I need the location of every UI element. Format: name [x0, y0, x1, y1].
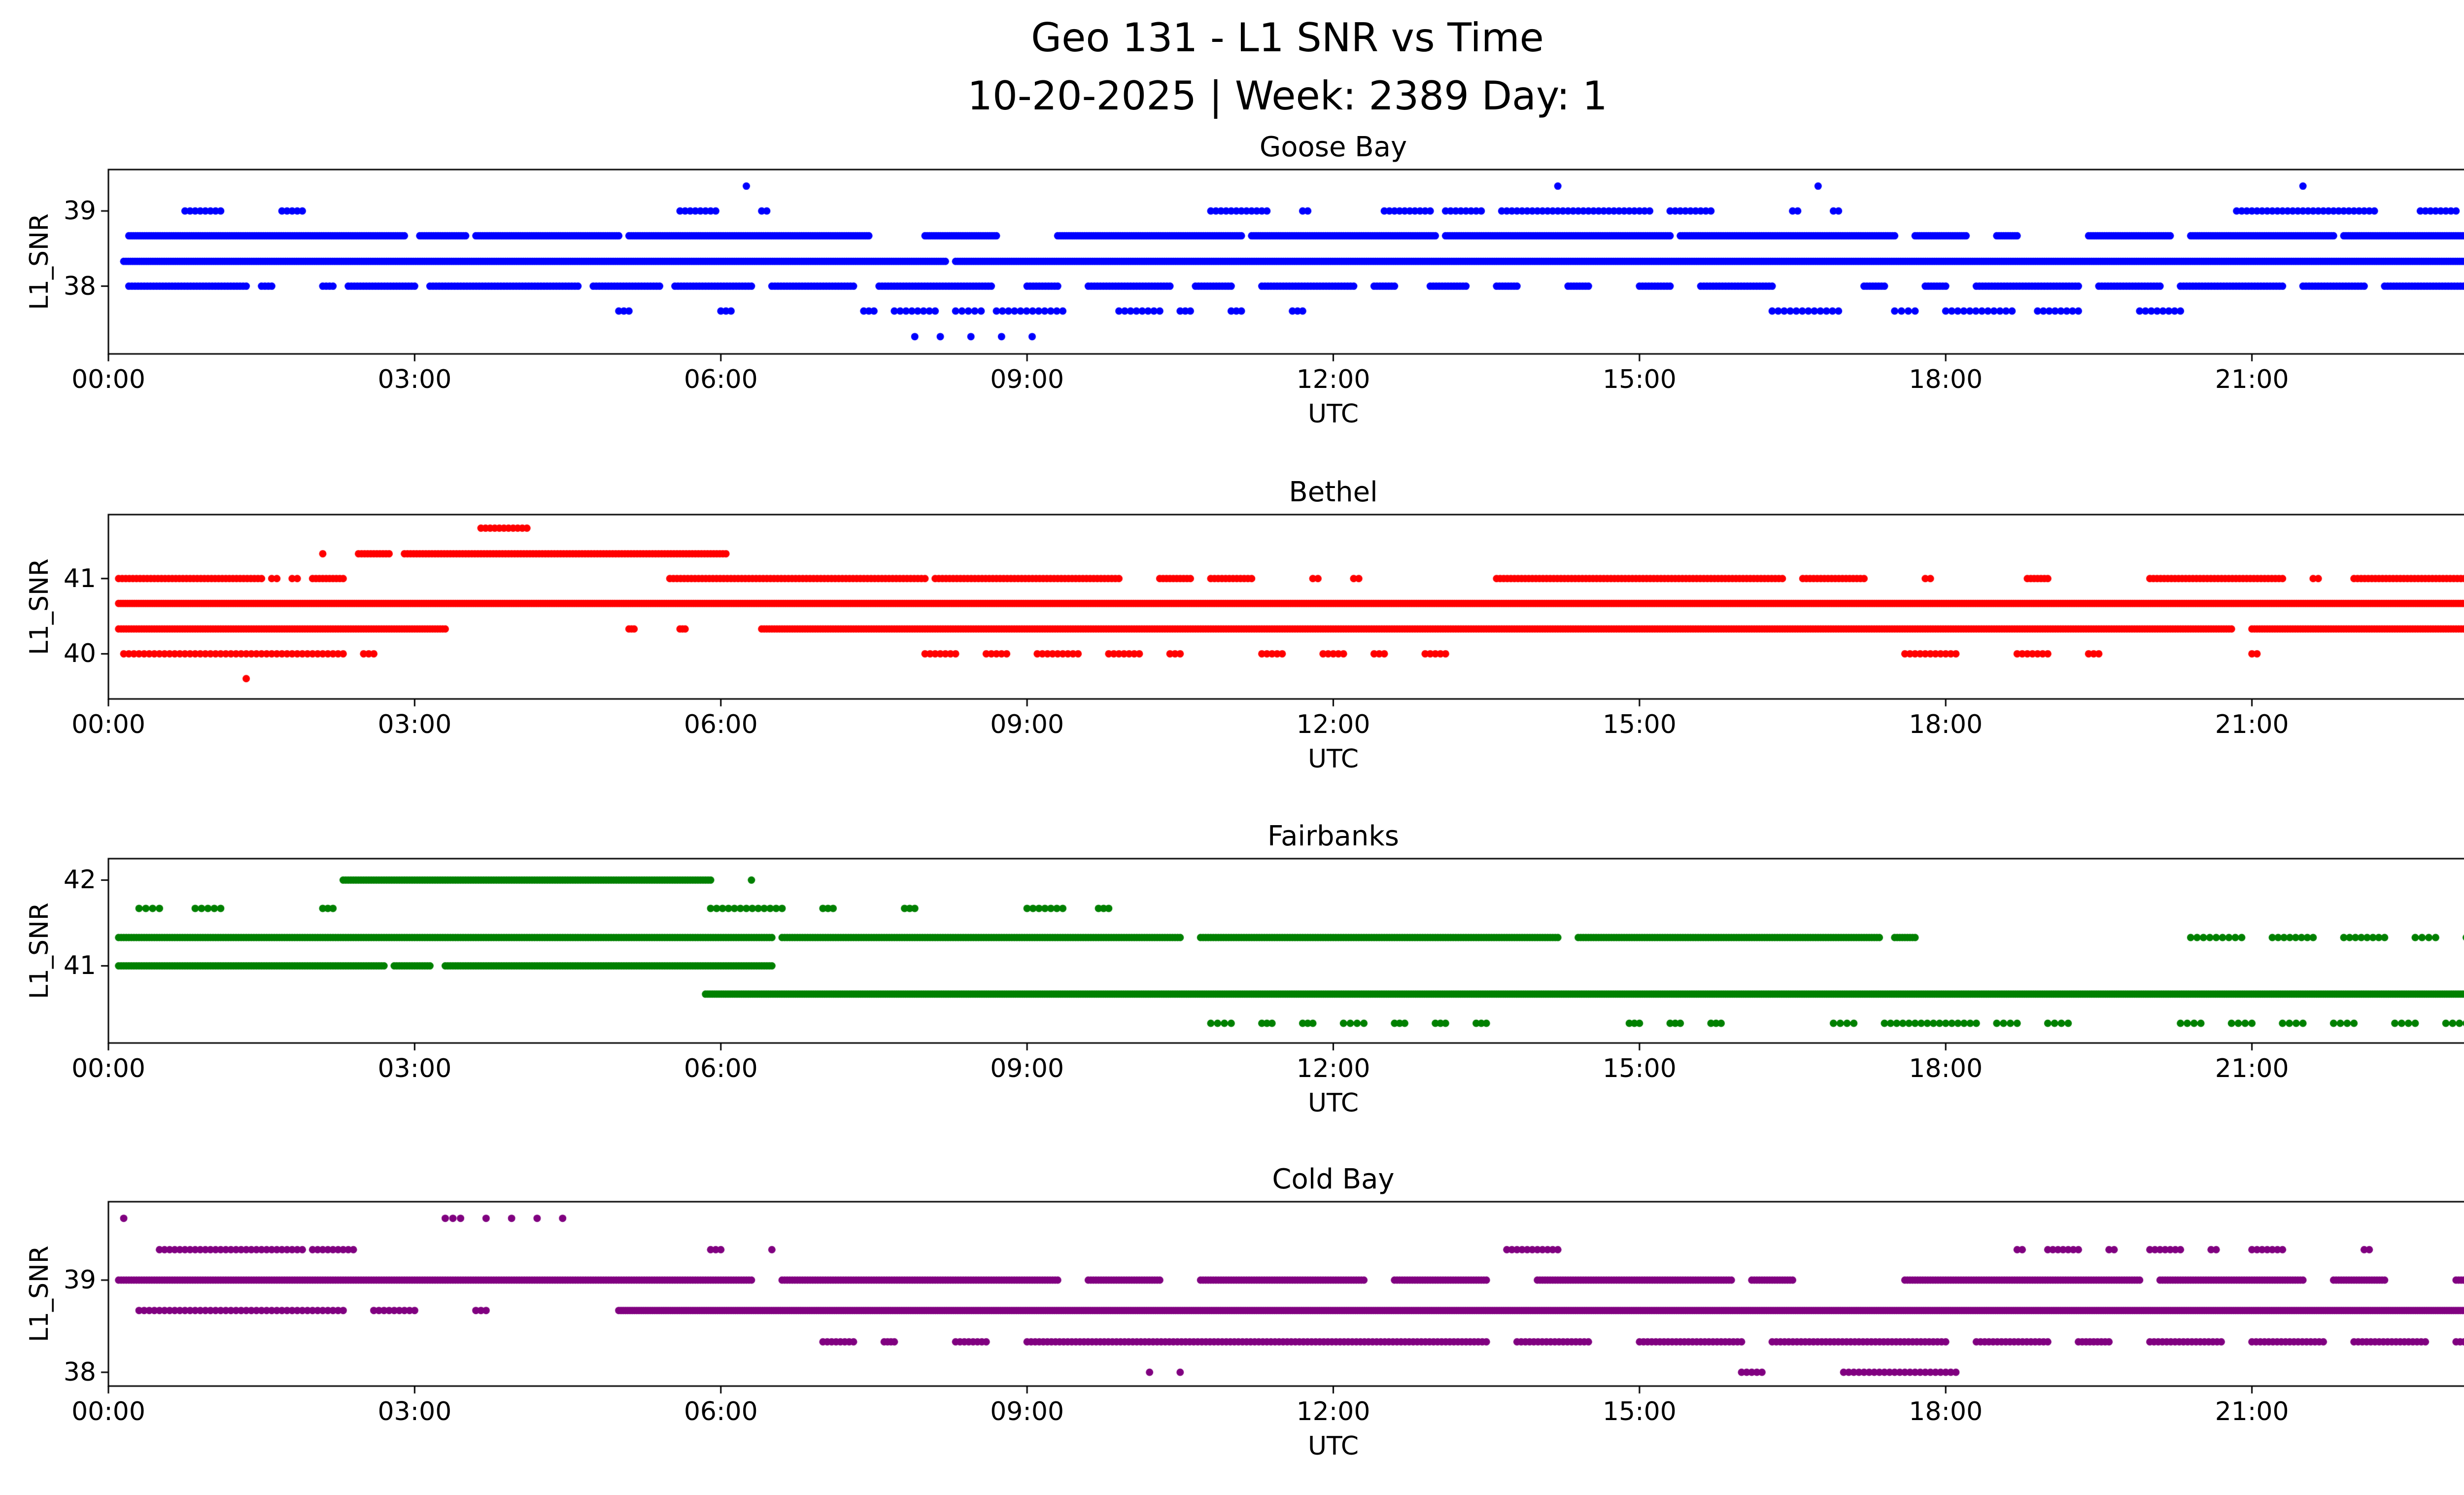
- x-tick-label: 21:00: [2215, 1397, 2289, 1426]
- x-tick-label: 15:00: [1602, 1054, 1677, 1083]
- subplot-goose-bay: Goose Bay L1_SNR UTC 00:00 03:00 06:00 09:0…: [25, 131, 2464, 429]
- figure-title: Geo 131 - L1 SNR vs Time 10-20-2025 | We…: [0, 9, 2464, 125]
- x-tick-label: 00:00: [71, 1397, 145, 1426]
- x-tick-label: 21:00: [2215, 365, 2289, 394]
- figure-title-line2: 10-20-2025 | Week: 2389 Day: 1: [967, 73, 1608, 119]
- x-tick-label: 18:00: [1909, 1397, 1983, 1426]
- x-tick-label: 09:00: [990, 1397, 1064, 1426]
- scatter-canvas-cold-bay: [97, 1197, 2464, 1401]
- x-tick-label: 06:00: [684, 710, 758, 739]
- x-tick-label: 00:00: [71, 1054, 145, 1083]
- x-tick-label: 18:00: [1909, 710, 1983, 739]
- x-tick-label: 15:00: [1602, 710, 1677, 739]
- y-tick-label: 38: [63, 1357, 96, 1387]
- subplot-bethel: Bethel L1_SNR UTC 00:00 03:00 06:00 09:00 12…: [25, 476, 2464, 774]
- y-tick-label: 38: [63, 271, 96, 301]
- x-tick-label: 03:00: [377, 1054, 452, 1083]
- y-tick-label: 41: [63, 951, 96, 981]
- subplot-title-fairbanks: Fairbanks: [1267, 820, 1399, 852]
- subplot-title-cold-bay: Cold Bay: [1272, 1163, 1395, 1195]
- x-axis-label: UTC: [1307, 1088, 1359, 1118]
- scatter-canvas-fairbanks: [97, 854, 2464, 1058]
- y-tick-label: 42: [63, 865, 96, 895]
- y-tick-label: 39: [63, 196, 96, 226]
- y-tick-label: 41: [63, 563, 96, 593]
- subplot-cold-bay: Cold Bay L1_SNR UTC 00:00 03:00 06:00 09:00…: [25, 1163, 2464, 1461]
- x-tick-label: 09:00: [990, 710, 1064, 739]
- x-tick-label: 21:00: [2215, 1054, 2289, 1083]
- x-tick-label: 12:00: [1296, 1054, 1370, 1083]
- x-tick-label: 03:00: [377, 365, 452, 394]
- x-tick-label: 15:00: [1602, 365, 1677, 394]
- x-axis-label: UTC: [1307, 744, 1359, 774]
- x-tick-label: 18:00: [1909, 365, 1983, 394]
- subplot-title-goose-bay: Goose Bay: [1259, 131, 1407, 163]
- x-tick-label: 12:00: [1296, 365, 1370, 394]
- x-tick-label: 03:00: [377, 710, 452, 739]
- y-tick-label: 40: [63, 639, 96, 669]
- x-tick-label: 12:00: [1296, 1397, 1370, 1426]
- x-axis-label: UTC: [1307, 1431, 1359, 1461]
- x-tick-label: 21:00: [2215, 710, 2289, 739]
- x-tick-label: 15:00: [1602, 1397, 1677, 1426]
- x-tick-label: 12:00: [1296, 710, 1370, 739]
- x-tick-label: 03:00: [377, 1397, 452, 1426]
- figure-title-line1: Geo 131 - L1 SNR vs Time: [1031, 15, 1544, 61]
- subplot-fairbanks: Fairbanks L1_SNR UTC 00:00 03:00 06:00 09:0…: [25, 820, 2464, 1118]
- scatter-canvas-bethel: [97, 510, 2464, 714]
- subplot-title-bethel: Bethel: [1289, 476, 1378, 508]
- scatter-canvas-goose-bay: [97, 165, 2464, 369]
- x-tick-label: 18:00: [1909, 1054, 1983, 1083]
- x-tick-label: 09:00: [990, 365, 1064, 394]
- x-tick-label: 09:00: [990, 1054, 1064, 1083]
- x-tick-label: 06:00: [684, 1397, 758, 1426]
- x-tick-label: 06:00: [684, 1054, 758, 1083]
- y-tick-label: 39: [63, 1265, 96, 1295]
- x-tick-label: 00:00: [71, 710, 145, 739]
- x-tick-label: 00:00: [71, 365, 145, 394]
- x-tick-label: 06:00: [684, 365, 758, 394]
- x-axis-label: UTC: [1307, 399, 1359, 429]
